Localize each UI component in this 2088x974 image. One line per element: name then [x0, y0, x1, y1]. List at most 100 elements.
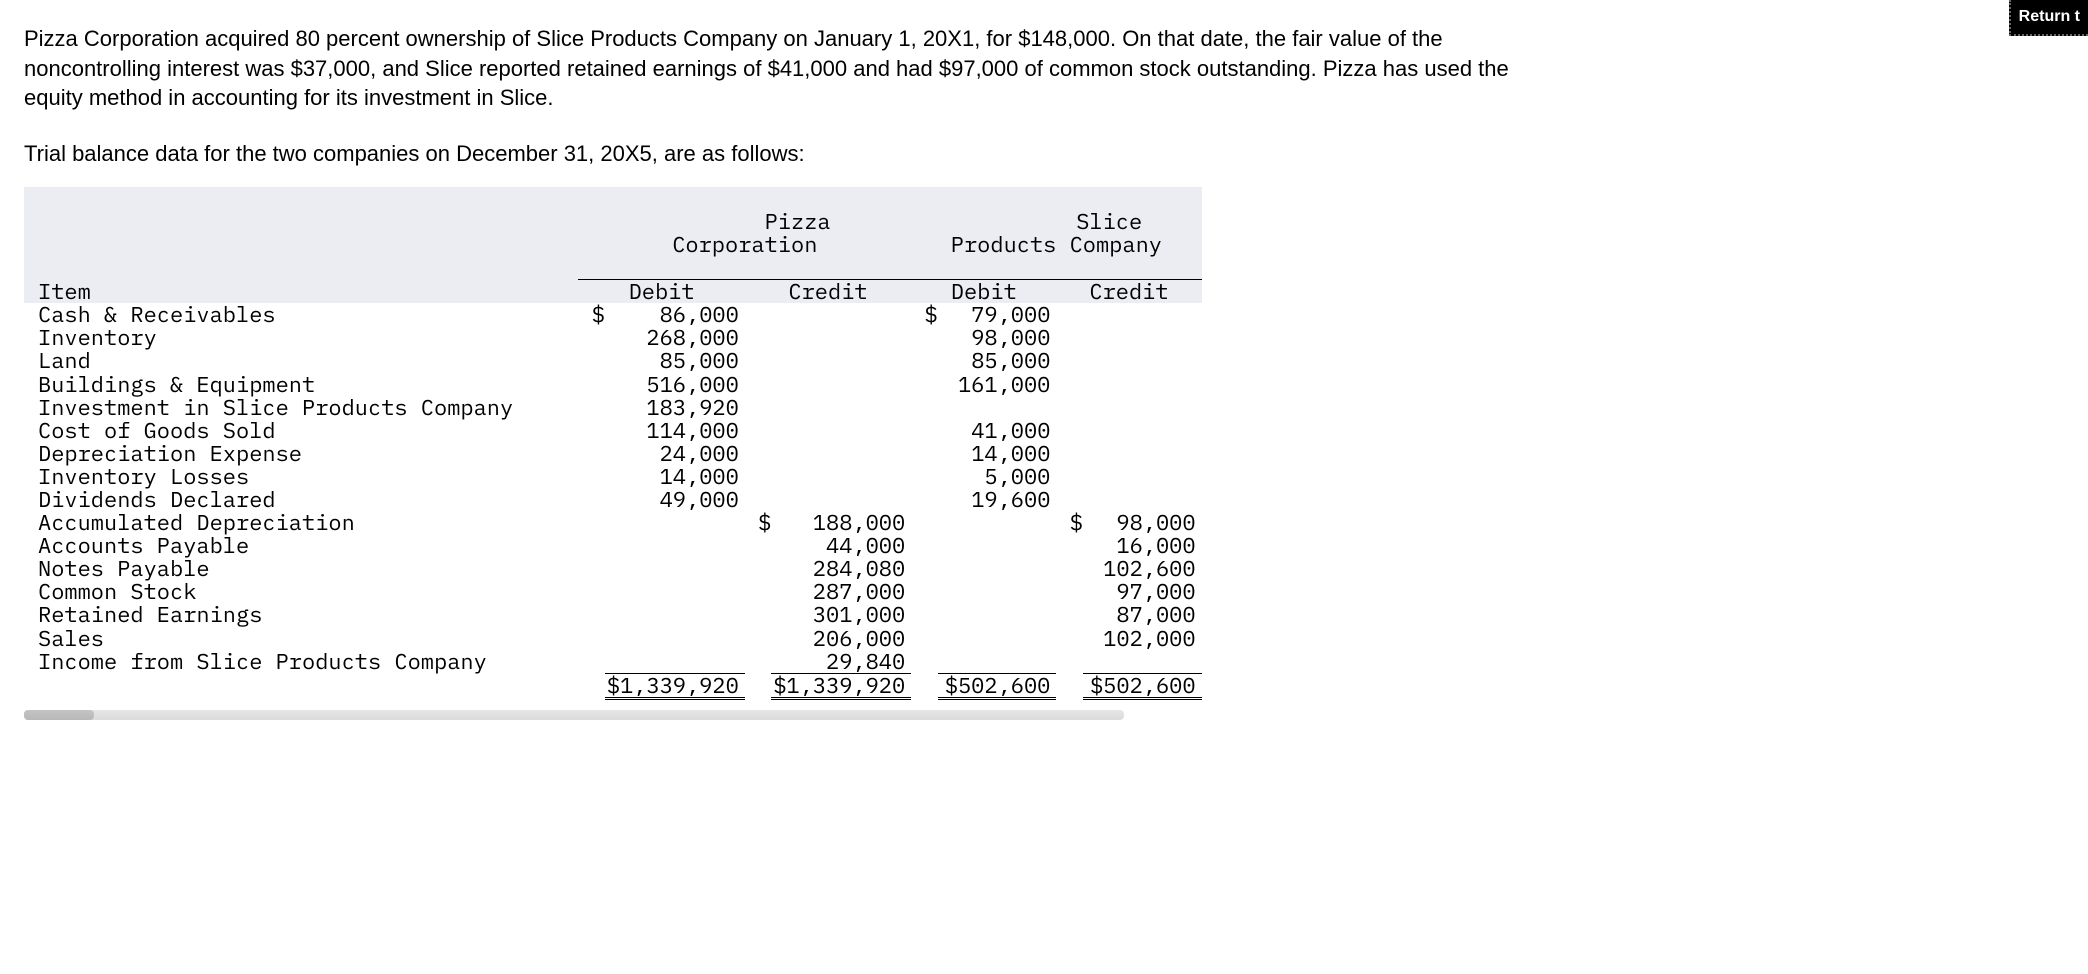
row-pizza-credit-sym	[745, 303, 771, 326]
row-pizza-debit	[605, 603, 745, 626]
total-slice-credit: $502,600	[1083, 673, 1202, 698]
row-pizza-debit-sym	[578, 580, 604, 603]
header-blank	[24, 187, 578, 280]
row-pizza-credit-sym	[745, 580, 771, 603]
row-slice-credit	[1083, 419, 1202, 442]
row-pizza-debit-sym	[578, 557, 604, 580]
row-slice-credit	[1083, 396, 1202, 419]
row-slice-credit	[1083, 326, 1202, 349]
row-slice-debit-sym	[911, 419, 937, 442]
return-button[interactable]: Return t	[2009, 0, 2088, 36]
row-slice-credit	[1083, 465, 1202, 488]
row-pizza-debit-sym	[578, 603, 604, 626]
row-slice-credit-sym	[1056, 373, 1082, 396]
row-item-label: Income from Slice Products Company	[24, 650, 578, 674]
row-slice-credit	[1083, 650, 1202, 674]
row-pizza-credit-sym	[745, 534, 771, 557]
row-slice-debit	[938, 580, 1057, 603]
row-pizza-debit-sym	[578, 396, 604, 419]
row-pizza-credit	[771, 373, 911, 396]
row-slice-debit	[938, 557, 1057, 580]
row-pizza-debit-sym	[578, 326, 604, 349]
row-slice-debit-sym	[911, 442, 937, 465]
intro-paragraph-1: Pizza Corporation acquired 80 percent ow…	[24, 24, 1544, 113]
row-slice-credit-sym	[1056, 349, 1082, 372]
row-pizza-credit: 29,840	[771, 650, 911, 674]
row-slice-credit	[1083, 349, 1202, 372]
total-pizza-credit: $1,339,920	[771, 673, 911, 698]
row-slice-credit-sym	[1056, 603, 1082, 626]
totals-row: $1,339,920 $1,339,920 $502,600 $502,600	[24, 673, 1202, 698]
row-pizza-credit-sym: $	[745, 511, 771, 534]
row-slice-credit-sym	[1056, 580, 1082, 603]
total-pizza-debit: $1,339,920	[605, 673, 745, 698]
header-pizza-credit: Credit	[745, 280, 911, 304]
row-pizza-credit-sym	[745, 326, 771, 349]
row-slice-debit-sym	[911, 557, 937, 580]
row-pizza-debit-sym	[578, 650, 604, 674]
row-slice-debit	[938, 650, 1057, 674]
row-slice-credit-sym	[1056, 534, 1082, 557]
intro-paragraph-2: Trial balance data for the two companies…	[24, 139, 2064, 169]
row-pizza-credit-sym	[745, 419, 771, 442]
row-pizza-credit	[771, 303, 911, 326]
row-slice-credit	[1083, 303, 1202, 326]
row-pizza-credit-sym	[745, 373, 771, 396]
row-slice-debit	[938, 534, 1057, 557]
row-slice-debit: 19,600	[938, 488, 1057, 511]
row-pizza-credit-sym	[745, 442, 771, 465]
row-pizza-credit-sym	[745, 650, 771, 674]
horizontal-scrollbar[interactable]	[24, 710, 1124, 720]
row-pizza-debit-sym	[578, 465, 604, 488]
row-pizza-credit	[771, 349, 911, 372]
row-slice-credit-sym: $	[1056, 511, 1082, 534]
row-pizza-debit-sym	[578, 373, 604, 396]
row-slice-debit-sym	[911, 465, 937, 488]
row-pizza-debit-sym	[578, 511, 604, 534]
row-pizza-credit	[771, 442, 911, 465]
row-pizza-credit-sym	[745, 603, 771, 626]
row-pizza-credit	[771, 465, 911, 488]
row-pizza-debit-sym	[578, 419, 604, 442]
row-slice-credit-sym	[1056, 419, 1082, 442]
row-slice-debit	[938, 511, 1057, 534]
row-pizza-credit-sym	[745, 349, 771, 372]
row-slice-debit-sym	[911, 349, 937, 372]
row-pizza-credit-sym	[745, 627, 771, 650]
row-slice-debit-sym: $	[911, 303, 937, 326]
row-slice-credit	[1083, 442, 1202, 465]
row-pizza-debit	[605, 627, 745, 650]
row-slice-credit-sym	[1056, 557, 1082, 580]
table-row: Notes Payable284,080102,600	[24, 557, 1202, 580]
row-slice-debit-sym	[911, 488, 937, 511]
row-pizza-credit	[771, 419, 911, 442]
row-slice-debit-sym	[911, 650, 937, 674]
row-slice-debit: 161,000	[938, 373, 1057, 396]
row-pizza-debit-sym	[578, 488, 604, 511]
row-slice-credit-sym	[1056, 627, 1082, 650]
row-pizza-credit	[771, 326, 911, 349]
row-pizza-credit-sym	[745, 465, 771, 488]
row-pizza-debit	[605, 580, 745, 603]
total-slice-debit: $502,600	[938, 673, 1057, 698]
header-company-pizza: PizzaCorporation	[578, 187, 911, 280]
row-item-label: Retained Earnings	[24, 603, 578, 626]
row-slice-debit	[938, 603, 1057, 626]
row-pizza-debit	[605, 534, 745, 557]
row-slice-debit-sym	[911, 396, 937, 419]
row-pizza-debit-sym	[578, 442, 604, 465]
trial-balance-body: Cash & Receivables$86,000$79,000Inventor…	[24, 303, 1202, 673]
row-pizza-credit-sym	[745, 557, 771, 580]
row-slice-debit-sym	[911, 603, 937, 626]
table-row: Retained Earnings301,00087,000	[24, 603, 1202, 626]
row-pizza-debit	[605, 557, 745, 580]
row-pizza-debit-sym	[578, 349, 604, 372]
row-slice-debit-sym	[911, 326, 937, 349]
row-slice-debit-sym	[911, 580, 937, 603]
row-slice-debit-sym	[911, 511, 937, 534]
row-pizza-debit	[605, 511, 745, 534]
row-slice-debit	[938, 627, 1057, 650]
row-slice-credit: 102,000	[1083, 627, 1202, 650]
row-pizza-debit-sym	[578, 534, 604, 557]
header-company-slice: SliceProducts Company	[911, 187, 1201, 280]
